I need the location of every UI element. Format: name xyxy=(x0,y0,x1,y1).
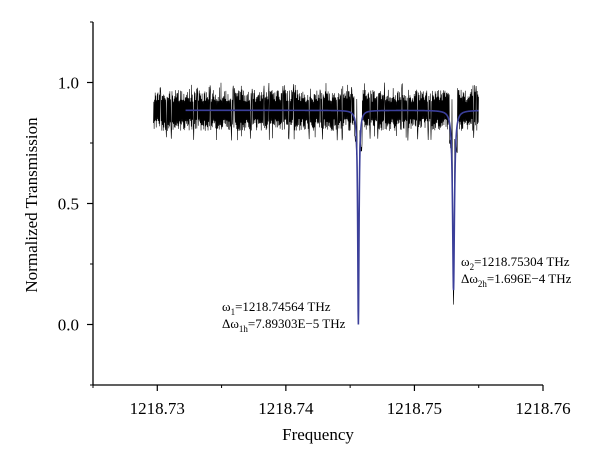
annotation-omega1-symbol: ω xyxy=(222,299,231,314)
y-tick-label: 0.5 xyxy=(58,195,79,214)
annotation-omega2-symbol: ω xyxy=(461,254,470,269)
y-ticks: 0.0 0.5 1.0 xyxy=(58,21,93,386)
annotation-linewidth1: Δω1h=7.89303E−5 THz xyxy=(222,316,346,334)
x-ticks: 1218.73 1218.74 1218.75 1218.76 xyxy=(92,385,571,418)
y-tick-label: 0.0 xyxy=(58,316,79,335)
annotation-omega1-value: =1218.74564 THz xyxy=(235,299,331,314)
annotation-omega2: ω2=1218.75304 THz xyxy=(461,254,570,272)
annotation-omega2-value: =1218.75304 THz xyxy=(474,254,570,269)
lorentzian-fit-curve xyxy=(185,109,479,325)
y-tick-label: 1.0 xyxy=(58,74,79,93)
annotation-linewidth2: Δω2h=1.696E−4 THz xyxy=(461,271,572,289)
annotation-omega1-subscript: 1 xyxy=(231,307,236,317)
x-tick-label: 1218.73 xyxy=(130,399,185,418)
x-tick-label: 1218.75 xyxy=(387,399,442,418)
annotation-linewidth2-symbol: Δω xyxy=(461,271,478,286)
x-tick-label: 1218.74 xyxy=(258,399,314,418)
y-axis-title: Normalized Transmission xyxy=(22,117,41,293)
annotation-linewidth1-value: =7.89303E−5 THz xyxy=(248,316,346,331)
annotation-linewidth1-symbol: Δω xyxy=(222,316,239,331)
plot-marks xyxy=(153,82,479,325)
measured-transmission-trace xyxy=(153,82,479,306)
annotation-omega2-subscript: 2 xyxy=(470,262,475,272)
annotation-linewidth1-subscript: 1h xyxy=(239,324,249,334)
annotation-linewidth2-subscript: 2h xyxy=(478,279,488,289)
x-tick-label: 1218.76 xyxy=(515,399,570,418)
annotation-linewidth2-value: =1.696E−4 THz xyxy=(487,271,572,286)
annotation-omega1: ω1=1218.74564 THz xyxy=(222,299,331,317)
x-axis-title: Frequency xyxy=(282,425,354,444)
